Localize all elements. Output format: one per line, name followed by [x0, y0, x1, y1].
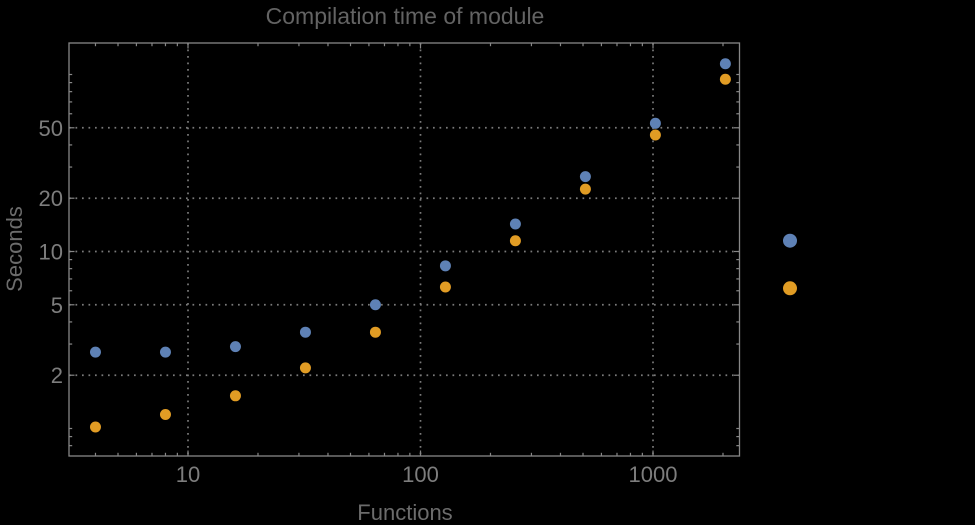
y-tick-label: 20 — [39, 186, 63, 211]
ticks-group — [69, 43, 740, 456]
data-point-series-2 — [649, 129, 661, 141]
data-point-series-2 — [89, 421, 101, 433]
y-tick-label: 10 — [39, 240, 63, 265]
x-tick-label: 1000 — [629, 462, 678, 487]
legend-group — [783, 233, 797, 296]
gridlines-group — [69, 43, 740, 456]
plot-frame — [68, 42, 741, 457]
data-point-series-2 — [439, 281, 451, 293]
data-point-series-2 — [509, 235, 521, 247]
y-tick-label: 5 — [51, 293, 63, 318]
data-point-series-1 — [369, 299, 381, 311]
tick-labels-group: 10 100 1000 2 5 10 20 50 — [39, 116, 678, 487]
data-point-series-2 — [299, 362, 311, 374]
x-tick-label: 100 — [402, 462, 439, 487]
chart-title: Compilation time of module — [266, 3, 545, 29]
data-point-series-2 — [579, 183, 591, 195]
legend-marker-series-1 — [783, 233, 797, 248]
y-tick-label: 2 — [51, 363, 63, 388]
data-point-series-1 — [229, 341, 241, 353]
data-point-series-1 — [159, 346, 171, 358]
data-point-series-1 — [719, 58, 731, 70]
data-point-series-1 — [439, 260, 451, 272]
data-points-group — [89, 58, 731, 433]
y-tick-label: 50 — [39, 116, 63, 141]
y-axis-label: Seconds — [2, 206, 27, 292]
data-point-series-2 — [159, 408, 171, 420]
data-point-series-1 — [89, 346, 101, 358]
data-point-series-1 — [509, 218, 521, 230]
data-point-series-1 — [299, 326, 311, 338]
legend-marker-series-2 — [783, 281, 797, 296]
data-point-series-1 — [579, 171, 591, 183]
plot-frame-group — [68, 42, 741, 457]
x-tick-label: 10 — [176, 462, 200, 487]
data-point-series-2 — [369, 326, 381, 338]
data-point-series-1 — [649, 117, 661, 129]
data-point-series-2 — [229, 390, 241, 402]
data-point-series-2 — [719, 73, 731, 85]
x-axis-label: Functions — [357, 500, 452, 525]
